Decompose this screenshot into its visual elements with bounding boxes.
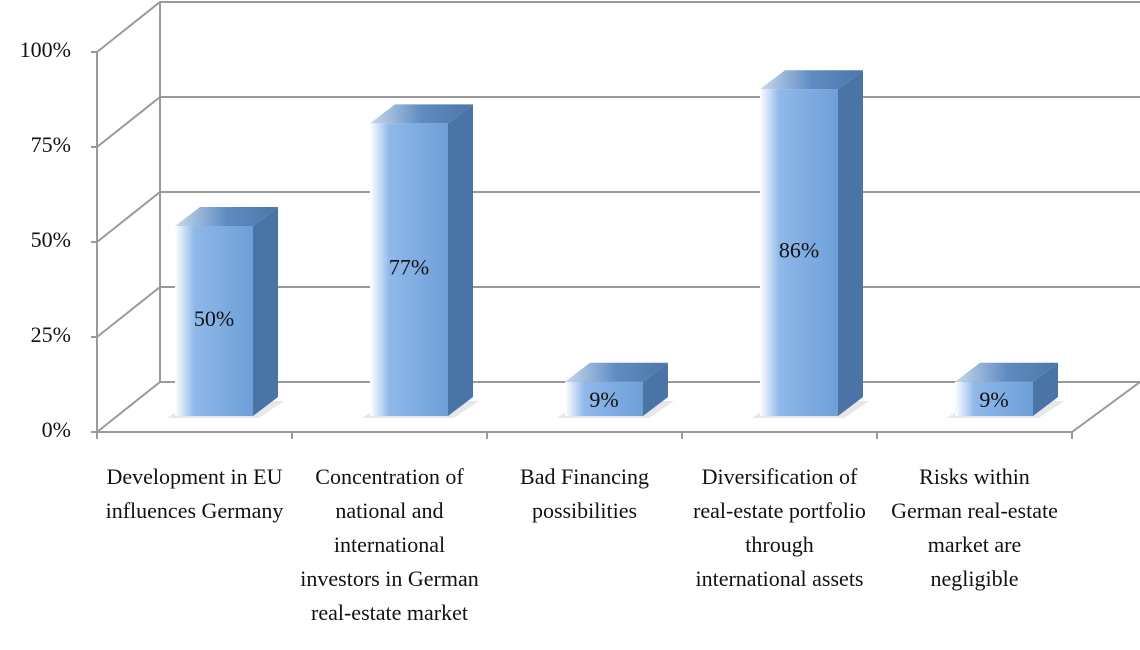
x-tick-label: Concentration of national and internatio…	[300, 464, 479, 625]
bar-side	[1033, 362, 1058, 416]
bar-side	[643, 362, 668, 416]
bar	[175, 226, 253, 416]
value-label: 50%	[194, 306, 234, 331]
y-tick-label: 50%	[31, 227, 71, 252]
y-tick-label: 25%	[31, 322, 71, 347]
bar-side	[838, 70, 863, 416]
value-label: 9%	[589, 387, 618, 412]
x-tick-label: Development in EU influences Germany	[105, 464, 284, 523]
x-tick-label: Diversification of real-estate portfolio…	[693, 464, 866, 591]
bar-top	[370, 104, 473, 124]
bar-top	[760, 70, 863, 90]
value-label: 86%	[779, 238, 819, 263]
y-tick-label: 75%	[31, 132, 71, 157]
bar	[370, 123, 448, 417]
bar	[760, 89, 838, 416]
y-tick-label: 100%	[20, 37, 71, 62]
bar-top	[565, 362, 668, 382]
bar-side	[448, 104, 473, 417]
grid-line	[96, 96, 1140, 148]
x-tick-label: Risks within German real-estate market a…	[891, 464, 1058, 591]
value-label: 9%	[979, 387, 1008, 412]
bar-top	[955, 362, 1058, 382]
y-tick-label: 0%	[42, 417, 71, 442]
grid-line	[96, 1, 1140, 53]
bar-side	[253, 207, 278, 416]
bar	[955, 381, 1033, 416]
bar-top	[175, 207, 278, 226]
bar	[565, 381, 643, 416]
x-tick-label: Bad Financing possibilities	[520, 464, 649, 523]
value-label: 77%	[389, 255, 429, 280]
